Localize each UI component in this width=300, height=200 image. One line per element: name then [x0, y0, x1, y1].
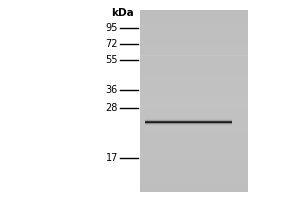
- Bar: [140, 37, 248, 42]
- Bar: [140, 65, 248, 69]
- Bar: [140, 169, 248, 174]
- Bar: [140, 51, 248, 55]
- Bar: [145, 123, 232, 124]
- Bar: [140, 183, 248, 187]
- Bar: [140, 156, 248, 160]
- Bar: [140, 151, 248, 156]
- Bar: [140, 33, 248, 37]
- Bar: [140, 110, 248, 115]
- Bar: [140, 74, 248, 78]
- Bar: [140, 128, 248, 133]
- Bar: [140, 133, 248, 137]
- Bar: [140, 146, 248, 151]
- Bar: [140, 87, 248, 92]
- Bar: [140, 92, 248, 96]
- Text: 17: 17: [106, 153, 118, 163]
- Bar: [140, 137, 248, 142]
- Bar: [140, 174, 248, 178]
- Bar: [140, 55, 248, 60]
- Text: 36: 36: [106, 85, 118, 95]
- Bar: [140, 24, 248, 28]
- Bar: [140, 10, 248, 15]
- Bar: [145, 122, 232, 123]
- Bar: [145, 118, 232, 119]
- Bar: [140, 46, 248, 51]
- Bar: [145, 124, 232, 125]
- Bar: [140, 83, 248, 87]
- Text: 95: 95: [106, 23, 118, 33]
- Bar: [140, 19, 248, 24]
- Bar: [145, 121, 232, 122]
- Bar: [145, 125, 232, 126]
- Bar: [140, 42, 248, 46]
- Bar: [140, 178, 248, 183]
- Bar: [140, 101, 248, 106]
- Bar: [140, 78, 248, 83]
- Bar: [140, 187, 248, 192]
- Bar: [140, 165, 248, 169]
- Text: 55: 55: [106, 55, 118, 65]
- Bar: [140, 124, 248, 128]
- Bar: [140, 60, 248, 65]
- Text: kDa: kDa: [112, 8, 134, 18]
- Bar: [140, 160, 248, 165]
- Bar: [140, 115, 248, 119]
- Bar: [145, 119, 232, 120]
- Text: 28: 28: [106, 103, 118, 113]
- Bar: [140, 15, 248, 19]
- Bar: [140, 69, 248, 74]
- Bar: [140, 106, 248, 110]
- Bar: [140, 119, 248, 124]
- Bar: [145, 120, 232, 121]
- Text: 72: 72: [106, 39, 118, 49]
- Bar: [140, 96, 248, 101]
- Bar: [140, 142, 248, 146]
- Bar: [140, 28, 248, 33]
- Bar: [140, 10, 248, 192]
